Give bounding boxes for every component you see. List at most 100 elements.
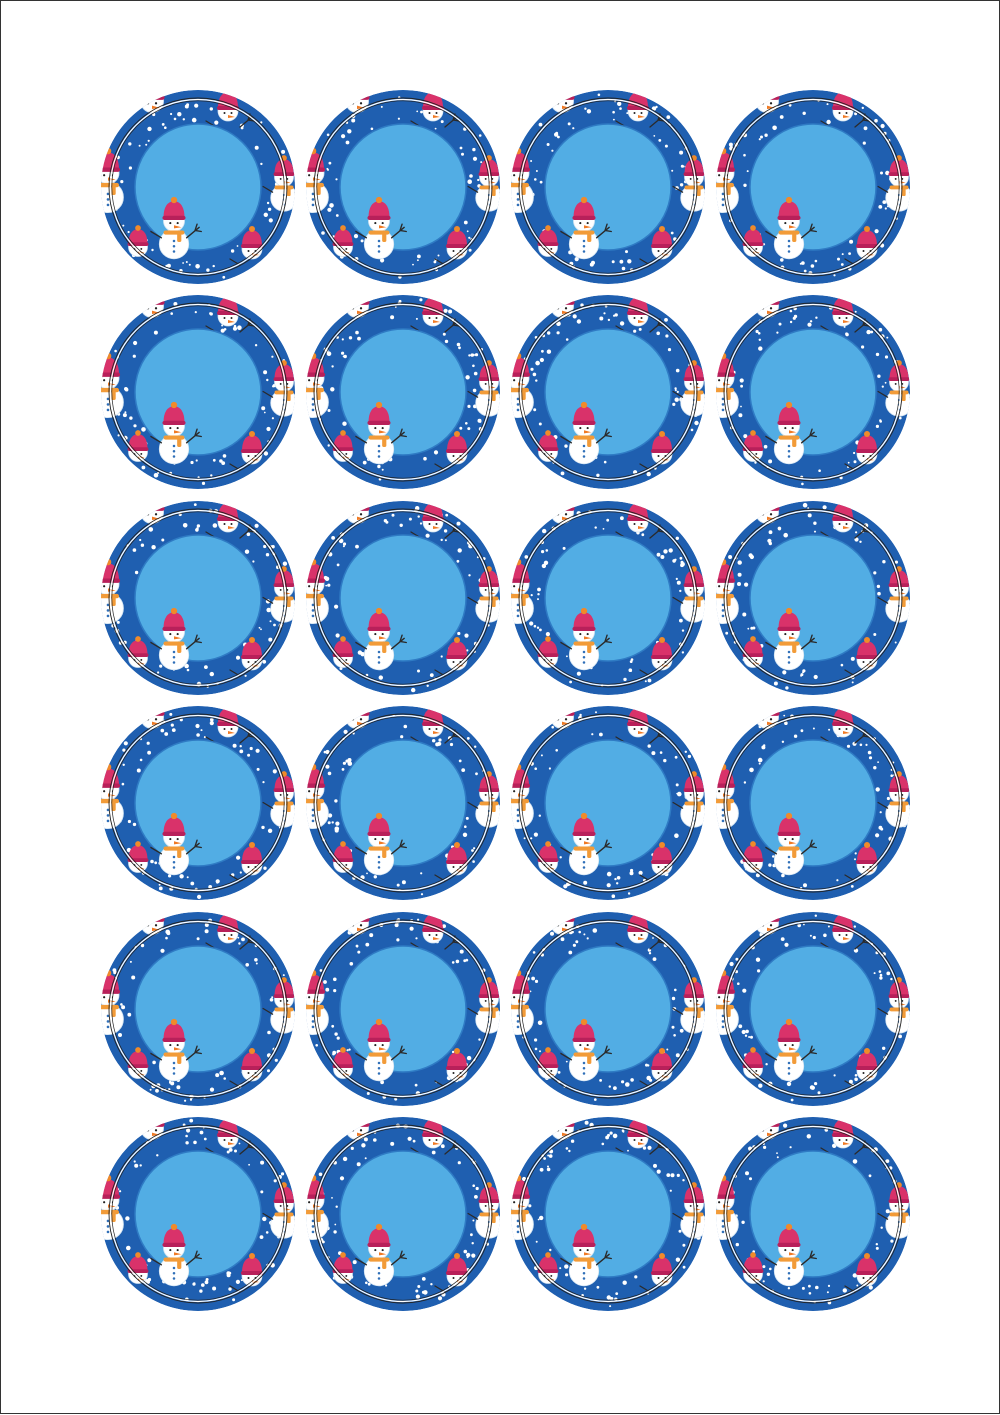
snowflake [571, 930, 574, 933]
snowflake [802, 670, 805, 673]
snowflake [619, 259, 624, 264]
snowflake [849, 239, 854, 244]
snowflake [852, 1273, 857, 1278]
cut-line [108, 302, 288, 482]
snowflake [266, 201, 270, 205]
snowflake [342, 421, 347, 427]
snowflake [875, 1243, 878, 1246]
snowflake [883, 131, 887, 136]
snowflake [339, 531, 344, 537]
snowflake [161, 123, 165, 126]
snowflake [547, 331, 551, 336]
snowflake [459, 427, 463, 431]
snowflake [321, 231, 325, 235]
snowflake [740, 385, 743, 388]
snowflake [356, 1162, 361, 1167]
snowflake [145, 143, 148, 146]
snowflake [675, 1257, 681, 1262]
snowflake [121, 1004, 126, 1009]
snowflake [342, 1156, 348, 1162]
snowflake [461, 152, 464, 156]
snowflake [565, 1147, 569, 1150]
snowflake [396, 937, 400, 942]
snowflake [336, 563, 340, 567]
sticker-artwork [716, 500, 910, 695]
snowflake [160, 728, 165, 733]
snowflake [355, 944, 359, 947]
snowflake [177, 112, 182, 117]
snowflake [459, 146, 463, 150]
snowflake [749, 1177, 752, 1181]
snowflake [397, 917, 401, 921]
snowflake [355, 331, 359, 335]
snowflake [195, 724, 200, 729]
snowflake [557, 135, 560, 139]
snowman-top-right-icon [820, 500, 870, 539]
snowflake [266, 379, 269, 382]
snowflake [802, 111, 806, 115]
snowflake [170, 112, 173, 116]
snowflake [763, 445, 768, 449]
snowflake [335, 178, 338, 181]
snowflake [757, 968, 761, 973]
snowflake [472, 1184, 475, 1187]
snowman-center-icon [355, 607, 407, 671]
sticker-label [100, 705, 296, 901]
snowflake [238, 1142, 241, 1145]
snowflake [879, 975, 883, 980]
snowflake [396, 883, 400, 887]
sticker-artwork [716, 706, 910, 901]
cut-line-inner [724, 1125, 902, 1303]
snowflake [874, 118, 878, 123]
snowman-bottom-left-icon [742, 1046, 764, 1079]
snowflake [326, 351, 332, 357]
snowflake [170, 312, 173, 316]
snowflake [758, 762, 761, 765]
snowflake [171, 728, 176, 733]
snowflake [150, 859, 154, 864]
snowflake [666, 1048, 669, 1051]
snowflake [797, 923, 801, 927]
cut-line [723, 508, 903, 688]
snowflake [336, 1036, 340, 1040]
snowflake [472, 388, 477, 393]
snowflake [420, 893, 424, 896]
snowman-center-icon [765, 813, 817, 876]
snowflake [259, 1235, 264, 1239]
sticker-label [715, 89, 911, 285]
snowflake [429, 672, 434, 677]
snowflake [772, 125, 777, 131]
snowman-right-icon [672, 771, 705, 828]
snowflake [541, 350, 544, 354]
snowflake [750, 626, 754, 630]
snowflake [578, 930, 581, 933]
snowflake [728, 142, 733, 147]
snowflake [673, 1033, 676, 1037]
snowflake [607, 319, 611, 322]
snowflake [204, 664, 208, 669]
snowflake [534, 1265, 539, 1271]
snowflake [419, 522, 423, 525]
snowflake [648, 951, 652, 954]
snowflake [468, 543, 473, 549]
snowflake [878, 205, 883, 209]
snowflake [880, 1226, 883, 1229]
snowflake [465, 375, 470, 380]
snowflake [808, 1292, 812, 1295]
snowflake [882, 1046, 886, 1050]
snowflake [619, 321, 625, 326]
snowflake [466, 737, 470, 740]
snowflake [623, 677, 627, 681]
snowflake [745, 1029, 749, 1033]
snowflake [560, 936, 565, 941]
snowflake [653, 135, 656, 137]
snowflake [537, 587, 541, 592]
snowflake [401, 880, 406, 885]
snowflake [465, 817, 469, 821]
cut-line-inner [724, 98, 902, 276]
snowflake [854, 858, 856, 861]
snowflake [877, 591, 881, 596]
snowflake [868, 756, 873, 760]
snowflake [679, 150, 684, 155]
snowman-right-icon [262, 155, 295, 212]
